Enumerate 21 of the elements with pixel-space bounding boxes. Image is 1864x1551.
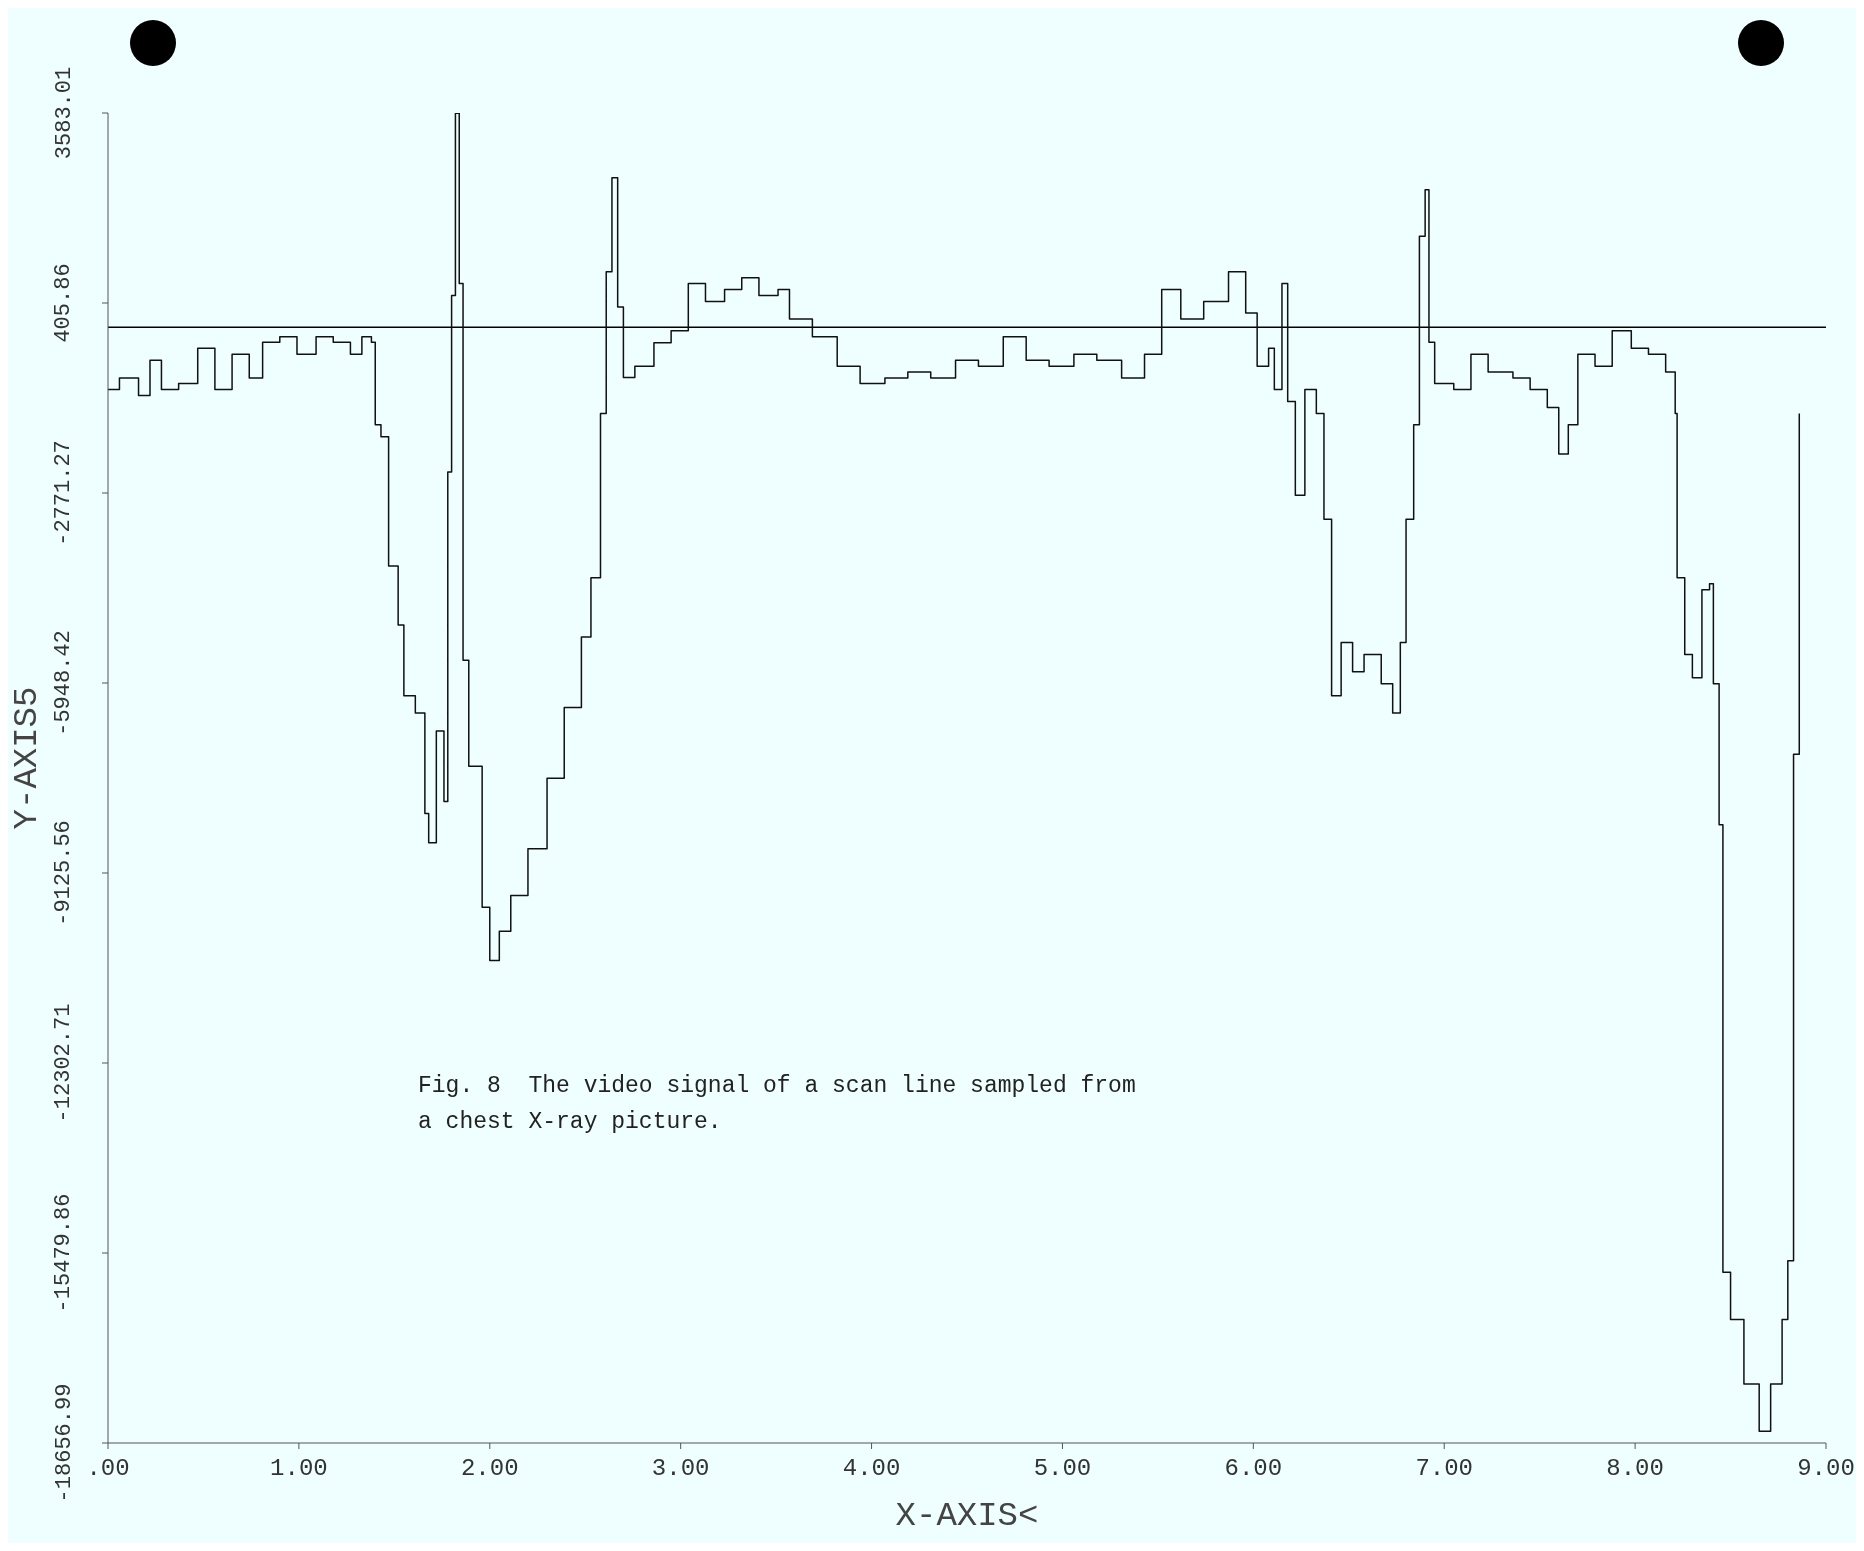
x-tick-label: 3.00 [651, 1455, 710, 1482]
y-tick-label: -18656.99 [51, 1383, 77, 1503]
y-axis-title: Y-AXIS5 [8, 686, 47, 830]
x-tick-label: 8.00 [1606, 1455, 1664, 1482]
x-tick-label: 5.00 [1033, 1455, 1092, 1482]
x-tick-label: .00 [86, 1455, 130, 1482]
x-tick-label: 9.00 [1797, 1455, 1855, 1482]
x-axis-title: X-AXIS< [895, 1497, 1039, 1535]
y-tick-label: -12302.71 [51, 1003, 77, 1123]
x-tick-label: 2.00 [460, 1455, 519, 1482]
y-tick-label: -9125.56 [51, 820, 77, 926]
y-tick-label: -15479.86 [51, 1193, 77, 1313]
y-tick-label: -5948.42 [51, 630, 77, 736]
y-tick-label: 405.86 [51, 263, 77, 343]
x-tick-label: 6.00 [1224, 1455, 1283, 1482]
y-tick-label: 3583.01 [51, 66, 77, 160]
x-tick-label: 1.00 [270, 1455, 328, 1482]
annotation: Fig. 8 The video signal of a scan line sampled from a chest X-ray picture. [418, 1072, 1137, 1137]
x-tick-label: 7.00 [1415, 1455, 1474, 1482]
y-tick-label: -2771.27 [51, 440, 77, 546]
x-tick-label: 4.00 [842, 1455, 901, 1482]
